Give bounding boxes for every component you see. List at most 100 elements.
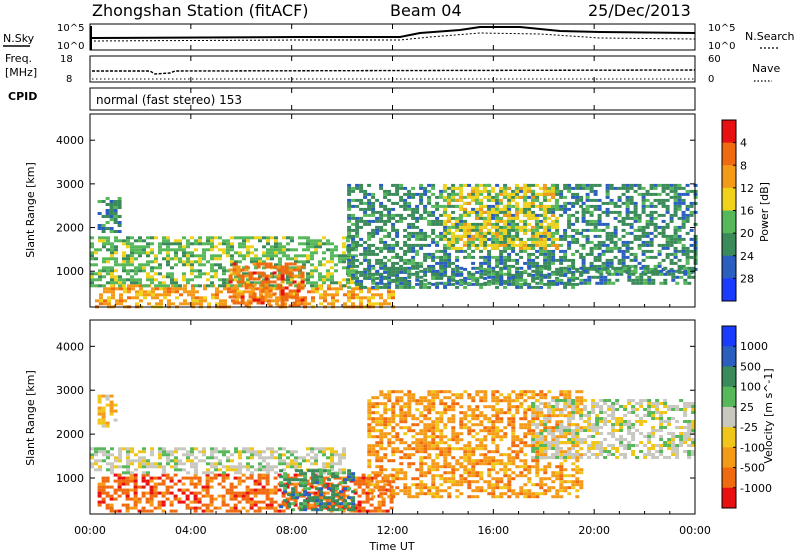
- echo-cell: [673, 204, 678, 208]
- echo-cell: [687, 266, 692, 270]
- echo-cell: [447, 237, 452, 241]
- echo-cell: [257, 473, 262, 477]
- echo-cell: [135, 293, 139, 297]
- echo-cell: [443, 228, 448, 232]
- echo-cell: [657, 261, 662, 265]
- echo-cell: [159, 302, 163, 306]
- echo-cell: [499, 261, 504, 265]
- echo-cell: [330, 242, 334, 246]
- echo-cell: [439, 234, 444, 238]
- echo-cell: [202, 272, 206, 276]
- echo-cell: [581, 210, 586, 214]
- echo-cell: [407, 269, 412, 273]
- echo-cell: [375, 276, 380, 280]
- echo-cell: [447, 453, 452, 457]
- echo-cell: [166, 456, 170, 460]
- echo-cell: [667, 272, 672, 276]
- echo-cell: [451, 447, 456, 451]
- echo-cell: [161, 479, 166, 483]
- echo-cell: [125, 503, 130, 507]
- echo-cell: [230, 263, 234, 267]
- echo-cell: [623, 269, 628, 273]
- echo-cell: [130, 462, 134, 466]
- echo-cell: [347, 502, 352, 506]
- echo-cell: [359, 186, 364, 190]
- echo-cell: [471, 480, 476, 484]
- echo-cell: [507, 272, 512, 276]
- echo-cell: [478, 231, 483, 235]
- echo-cell: [551, 210, 556, 214]
- echo-cell: [225, 503, 230, 507]
- echo-cell: [288, 262, 293, 266]
- echo-cell: [455, 255, 460, 259]
- echo-cell: [121, 503, 126, 507]
- echo-cell: [639, 278, 644, 282]
- echo-cell: [427, 222, 432, 226]
- echo-cell: [209, 494, 214, 498]
- echo-cell: [479, 396, 484, 400]
- echo-cell: [474, 234, 479, 238]
- echo-cell: [350, 281, 354, 285]
- echo-cell: [391, 237, 396, 241]
- echo-cell: [285, 476, 290, 480]
- echo-cell: [467, 183, 472, 187]
- echo-cell: [248, 286, 253, 290]
- echo-cell: [499, 189, 504, 193]
- echo-cell: [271, 299, 275, 303]
- echo-cell: [210, 453, 214, 457]
- echo-cell: [502, 219, 507, 223]
- echo-cell: [629, 186, 634, 190]
- echo-cell: [581, 243, 586, 247]
- echo-cell: [554, 219, 559, 223]
- echo-cell: [534, 219, 539, 223]
- echo-cell: [293, 488, 298, 492]
- echo-cell: [197, 497, 202, 501]
- echo-cell: [669, 216, 674, 220]
- echo-cell: [105, 197, 110, 200]
- echo-cell: [431, 275, 436, 279]
- echo-cell: [173, 497, 178, 501]
- echo-cell: [242, 450, 246, 454]
- echo-cell: [494, 243, 499, 247]
- echo-cell: [551, 270, 556, 274]
- echo-cell: [535, 225, 540, 229]
- echo-cell: [474, 198, 479, 202]
- echo-cell: [245, 476, 250, 480]
- echo-cell: [347, 487, 352, 491]
- echo-cell: [341, 497, 346, 501]
- echo-cell: [211, 296, 215, 300]
- echo-cell: [475, 222, 480, 226]
- echo-cell: [466, 246, 471, 250]
- colorbar-segment: [722, 233, 736, 257]
- echo-cell: [395, 243, 400, 247]
- echo-cell: [593, 198, 598, 202]
- echo-cell: [379, 435, 384, 439]
- echo-cell: [102, 242, 106, 246]
- echo-cell: [314, 281, 318, 285]
- echo-cell: [419, 480, 424, 484]
- echo-cell: [122, 260, 126, 264]
- echo-cell: [459, 480, 464, 484]
- echo-cell: [226, 278, 230, 282]
- echo-cell: [371, 483, 376, 487]
- echo-cell: [109, 230, 114, 233]
- echo-cell: [597, 234, 602, 238]
- echo-cell: [282, 468, 286, 472]
- echo-cell: [665, 240, 670, 244]
- echo-cell: [241, 479, 246, 483]
- echo-cell: [470, 210, 475, 214]
- echo-cell: [225, 509, 230, 513]
- echo-cell: [210, 254, 214, 258]
- echo-cell: [435, 462, 440, 466]
- echo-cell: [499, 231, 504, 235]
- echo-cell: [351, 213, 356, 217]
- echo-cell: [431, 222, 436, 226]
- echo-cell: [313, 485, 318, 489]
- echo-cell: [439, 441, 444, 445]
- echo-cell: [403, 252, 408, 256]
- echo-cell: [462, 213, 467, 217]
- echo-cell: [300, 265, 305, 269]
- echo-cell: [439, 417, 444, 421]
- echo-cell: [186, 459, 190, 463]
